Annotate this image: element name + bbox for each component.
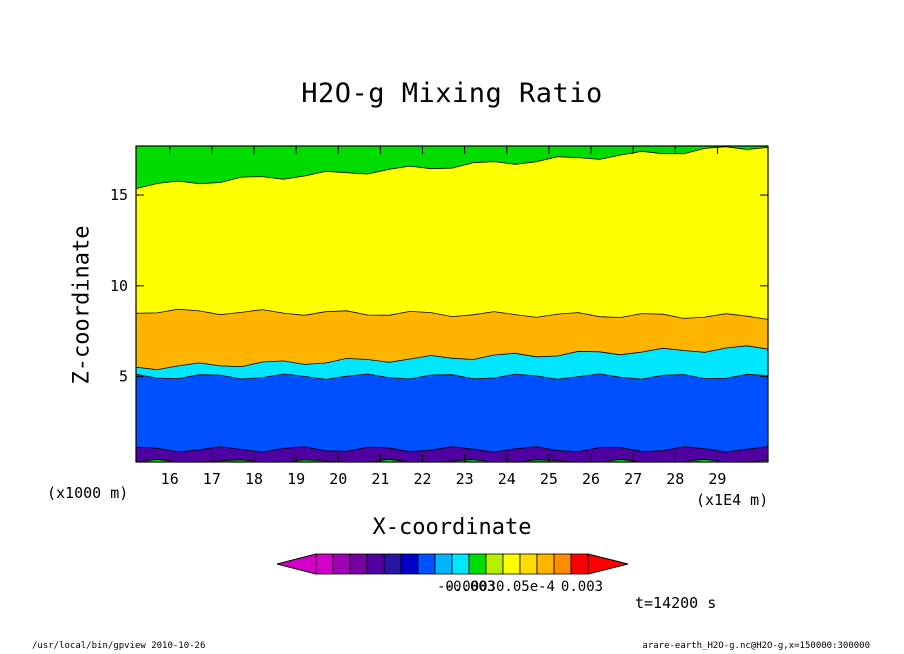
colorbar-tick-label: 0.003 — [561, 579, 603, 595]
x-unit-label: (x1000 m) — [47, 484, 129, 502]
colorbar-tick-label: -0.00030.05e-4 — [437, 579, 555, 595]
x-tick-label: 20 — [329, 470, 347, 488]
colorbar-swatch — [553, 553, 572, 575]
colorbar-left-arrow — [276, 553, 317, 575]
x-scale-label: (x1E4 m) — [696, 491, 769, 509]
x-tick-label: 25 — [540, 470, 558, 488]
chart-title: H2O-g Mixing Ratio — [301, 78, 603, 109]
colorbar-swatch — [570, 553, 589, 575]
x-tick-label: 18 — [245, 470, 263, 488]
colorbar-swatch — [383, 553, 402, 575]
colorbar-swatch — [451, 553, 470, 575]
y-axis-label: Z-coordinate — [69, 225, 95, 385]
colorbar-swatch — [349, 553, 368, 575]
x-tick-label: 19 — [287, 470, 305, 488]
time-label: t=14200 s — [635, 594, 717, 612]
colorbar-swatch — [400, 553, 419, 575]
x-axis-label: X-coordinate — [372, 515, 532, 540]
x-tick-label: 21 — [371, 470, 389, 488]
colorbar-tick-label: -0.003 — [445, 579, 496, 595]
contour-field — [135, 145, 769, 463]
footer-right: arare-earth_H2O-g.nc@H2O-g,x=150000:3000… — [642, 641, 870, 651]
y-tick-label: 10 — [110, 277, 128, 295]
colorbar-swatch — [434, 553, 453, 575]
x-tick-label: 24 — [498, 470, 516, 488]
colorbar-swatch — [366, 553, 385, 575]
x-tick-label: 22 — [413, 470, 431, 488]
y-tick-label: 5 — [119, 368, 128, 386]
x-tick-label: 17 — [203, 470, 221, 488]
colorbar-right-arrow — [587, 553, 629, 575]
contour-layer-yellow — [135, 145, 769, 320]
x-tick-label: 23 — [456, 470, 474, 488]
colorbar-swatch — [315, 553, 334, 575]
colorbar-swatch — [332, 553, 351, 575]
colorbar: -0.003-0.00030.05e-4 0.003 — [276, 553, 629, 595]
colorbar-swatch — [502, 553, 521, 575]
x-tick-label: 27 — [624, 470, 642, 488]
plot-frame — [135, 145, 769, 463]
axes: 16 17 18 19 20 21 22 23 24 25 26 27 28 29 5 10 15 — [110, 145, 769, 488]
colorbar-swatch — [536, 553, 555, 575]
x-tick-label: 28 — [666, 470, 684, 488]
colorbar-swatch — [468, 553, 487, 575]
x-tick-label: 16 — [161, 470, 179, 488]
colorbar-swatch — [417, 553, 436, 575]
colorbar-swatch — [485, 553, 504, 575]
colorbar-swatch — [519, 553, 538, 575]
footer-left: /usr/local/bin/gpview 2010-10-26 — [32, 641, 206, 651]
contour-layer-upper-green — [135, 145, 769, 190]
x-tick-label: 29 — [708, 470, 726, 488]
y-tick-label: 15 — [110, 186, 128, 204]
x-tick-label: 26 — [582, 470, 600, 488]
